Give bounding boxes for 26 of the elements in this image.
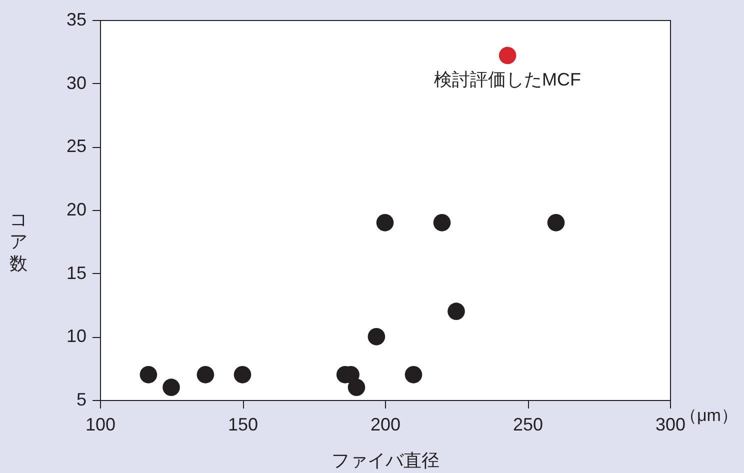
y-tick-label: 25: [66, 136, 86, 156]
x-tick-label: 250: [512, 414, 544, 434]
x-tick-label: 200: [370, 414, 401, 434]
point: [368, 328, 386, 346]
point: [498, 46, 516, 64]
y-tick-label: 35: [66, 10, 86, 30]
y-tick-label: 10: [66, 326, 86, 346]
annotation: 検討評価したMCF: [434, 69, 582, 90]
x-tick-label: 150: [228, 414, 258, 434]
point: [448, 302, 465, 320]
point: [376, 214, 394, 232]
point: [433, 214, 451, 232]
y-tick-label: 20: [66, 200, 86, 220]
y-tick-label: 15: [66, 262, 86, 283]
point: [348, 378, 366, 396]
point: [234, 366, 252, 384]
x-tick-label: 100: [85, 414, 116, 434]
point: [547, 214, 565, 232]
point: [404, 366, 422, 384]
y-tick-label: 5: [76, 390, 86, 410]
y-axis-title: コア数: [10, 210, 28, 274]
x-axis-title: ファイバ直径: [332, 450, 440, 470]
point: [196, 366, 214, 384]
point: [140, 366, 158, 384]
point: [162, 378, 180, 396]
y-tick-label: 30: [66, 72, 86, 93]
